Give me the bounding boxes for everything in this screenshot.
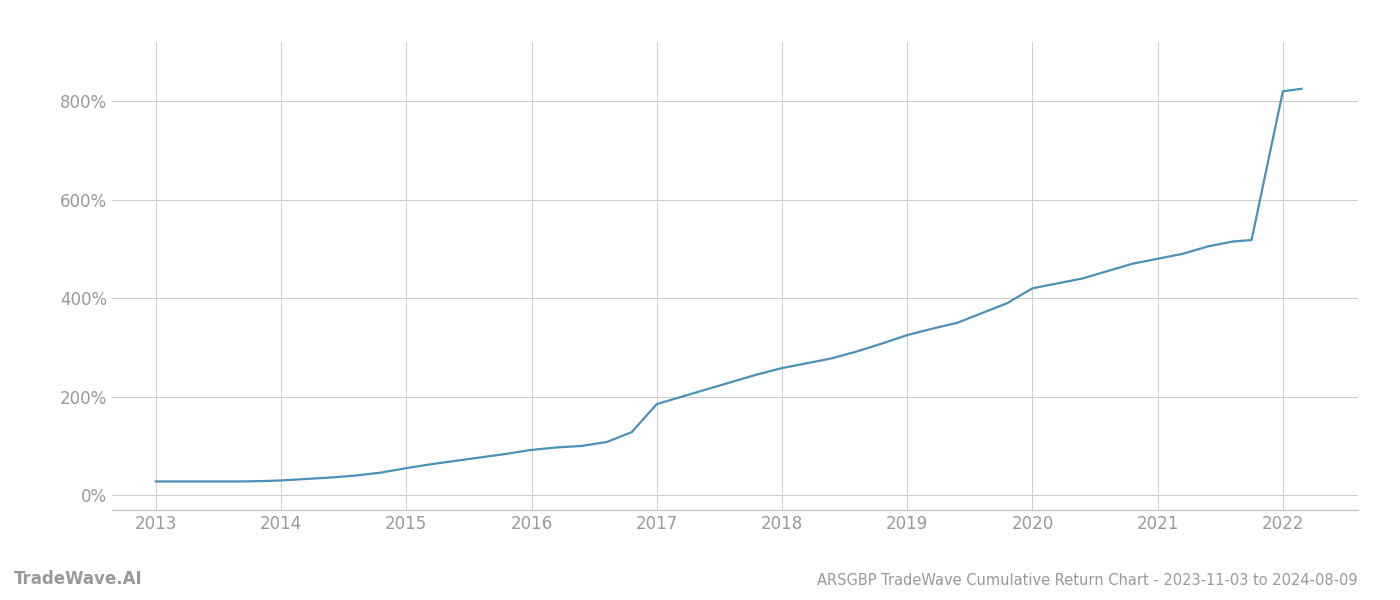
Text: ARSGBP TradeWave Cumulative Return Chart - 2023-11-03 to 2024-08-09: ARSGBP TradeWave Cumulative Return Chart… [818,573,1358,588]
Text: TradeWave.AI: TradeWave.AI [14,570,143,588]
